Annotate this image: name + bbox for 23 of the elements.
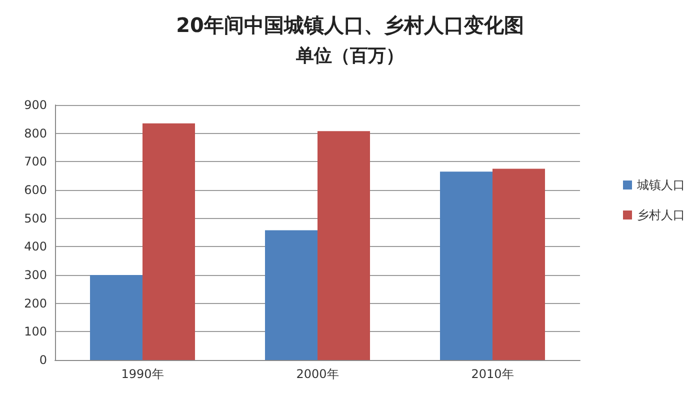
bar — [492, 168, 545, 360]
y-tick-label: 700 — [24, 154, 47, 169]
y-tick-label: 600 — [24, 183, 47, 197]
y-tick-label: 900 — [24, 98, 47, 112]
legend-label: 城镇人口 — [636, 178, 685, 192]
bar — [90, 275, 142, 360]
y-tick-label: 0 — [39, 353, 47, 367]
x-tick-label: 2010年 — [471, 367, 514, 381]
y-tick-label: 800 — [24, 126, 47, 140]
x-tick-label: 2000年 — [296, 367, 339, 381]
chart-subtitle: 单位（百万） — [295, 46, 404, 66]
legend-label: 乡村人口 — [637, 208, 685, 222]
y-tick-label: 300 — [24, 268, 47, 282]
x-tick-label: 1990年 — [121, 367, 164, 381]
y-tick-label: 500 — [24, 211, 47, 226]
bar — [142, 123, 195, 360]
y-tick-label: 400 — [24, 240, 47, 254]
y-tick-label: 100 — [24, 324, 47, 339]
y-tick-label: 200 — [24, 296, 47, 310]
chart-title: 20年间中国城镇人口、乡村人口变化图 — [176, 13, 524, 37]
bar — [440, 172, 492, 360]
bar — [318, 131, 370, 360]
bar — [265, 230, 318, 360]
